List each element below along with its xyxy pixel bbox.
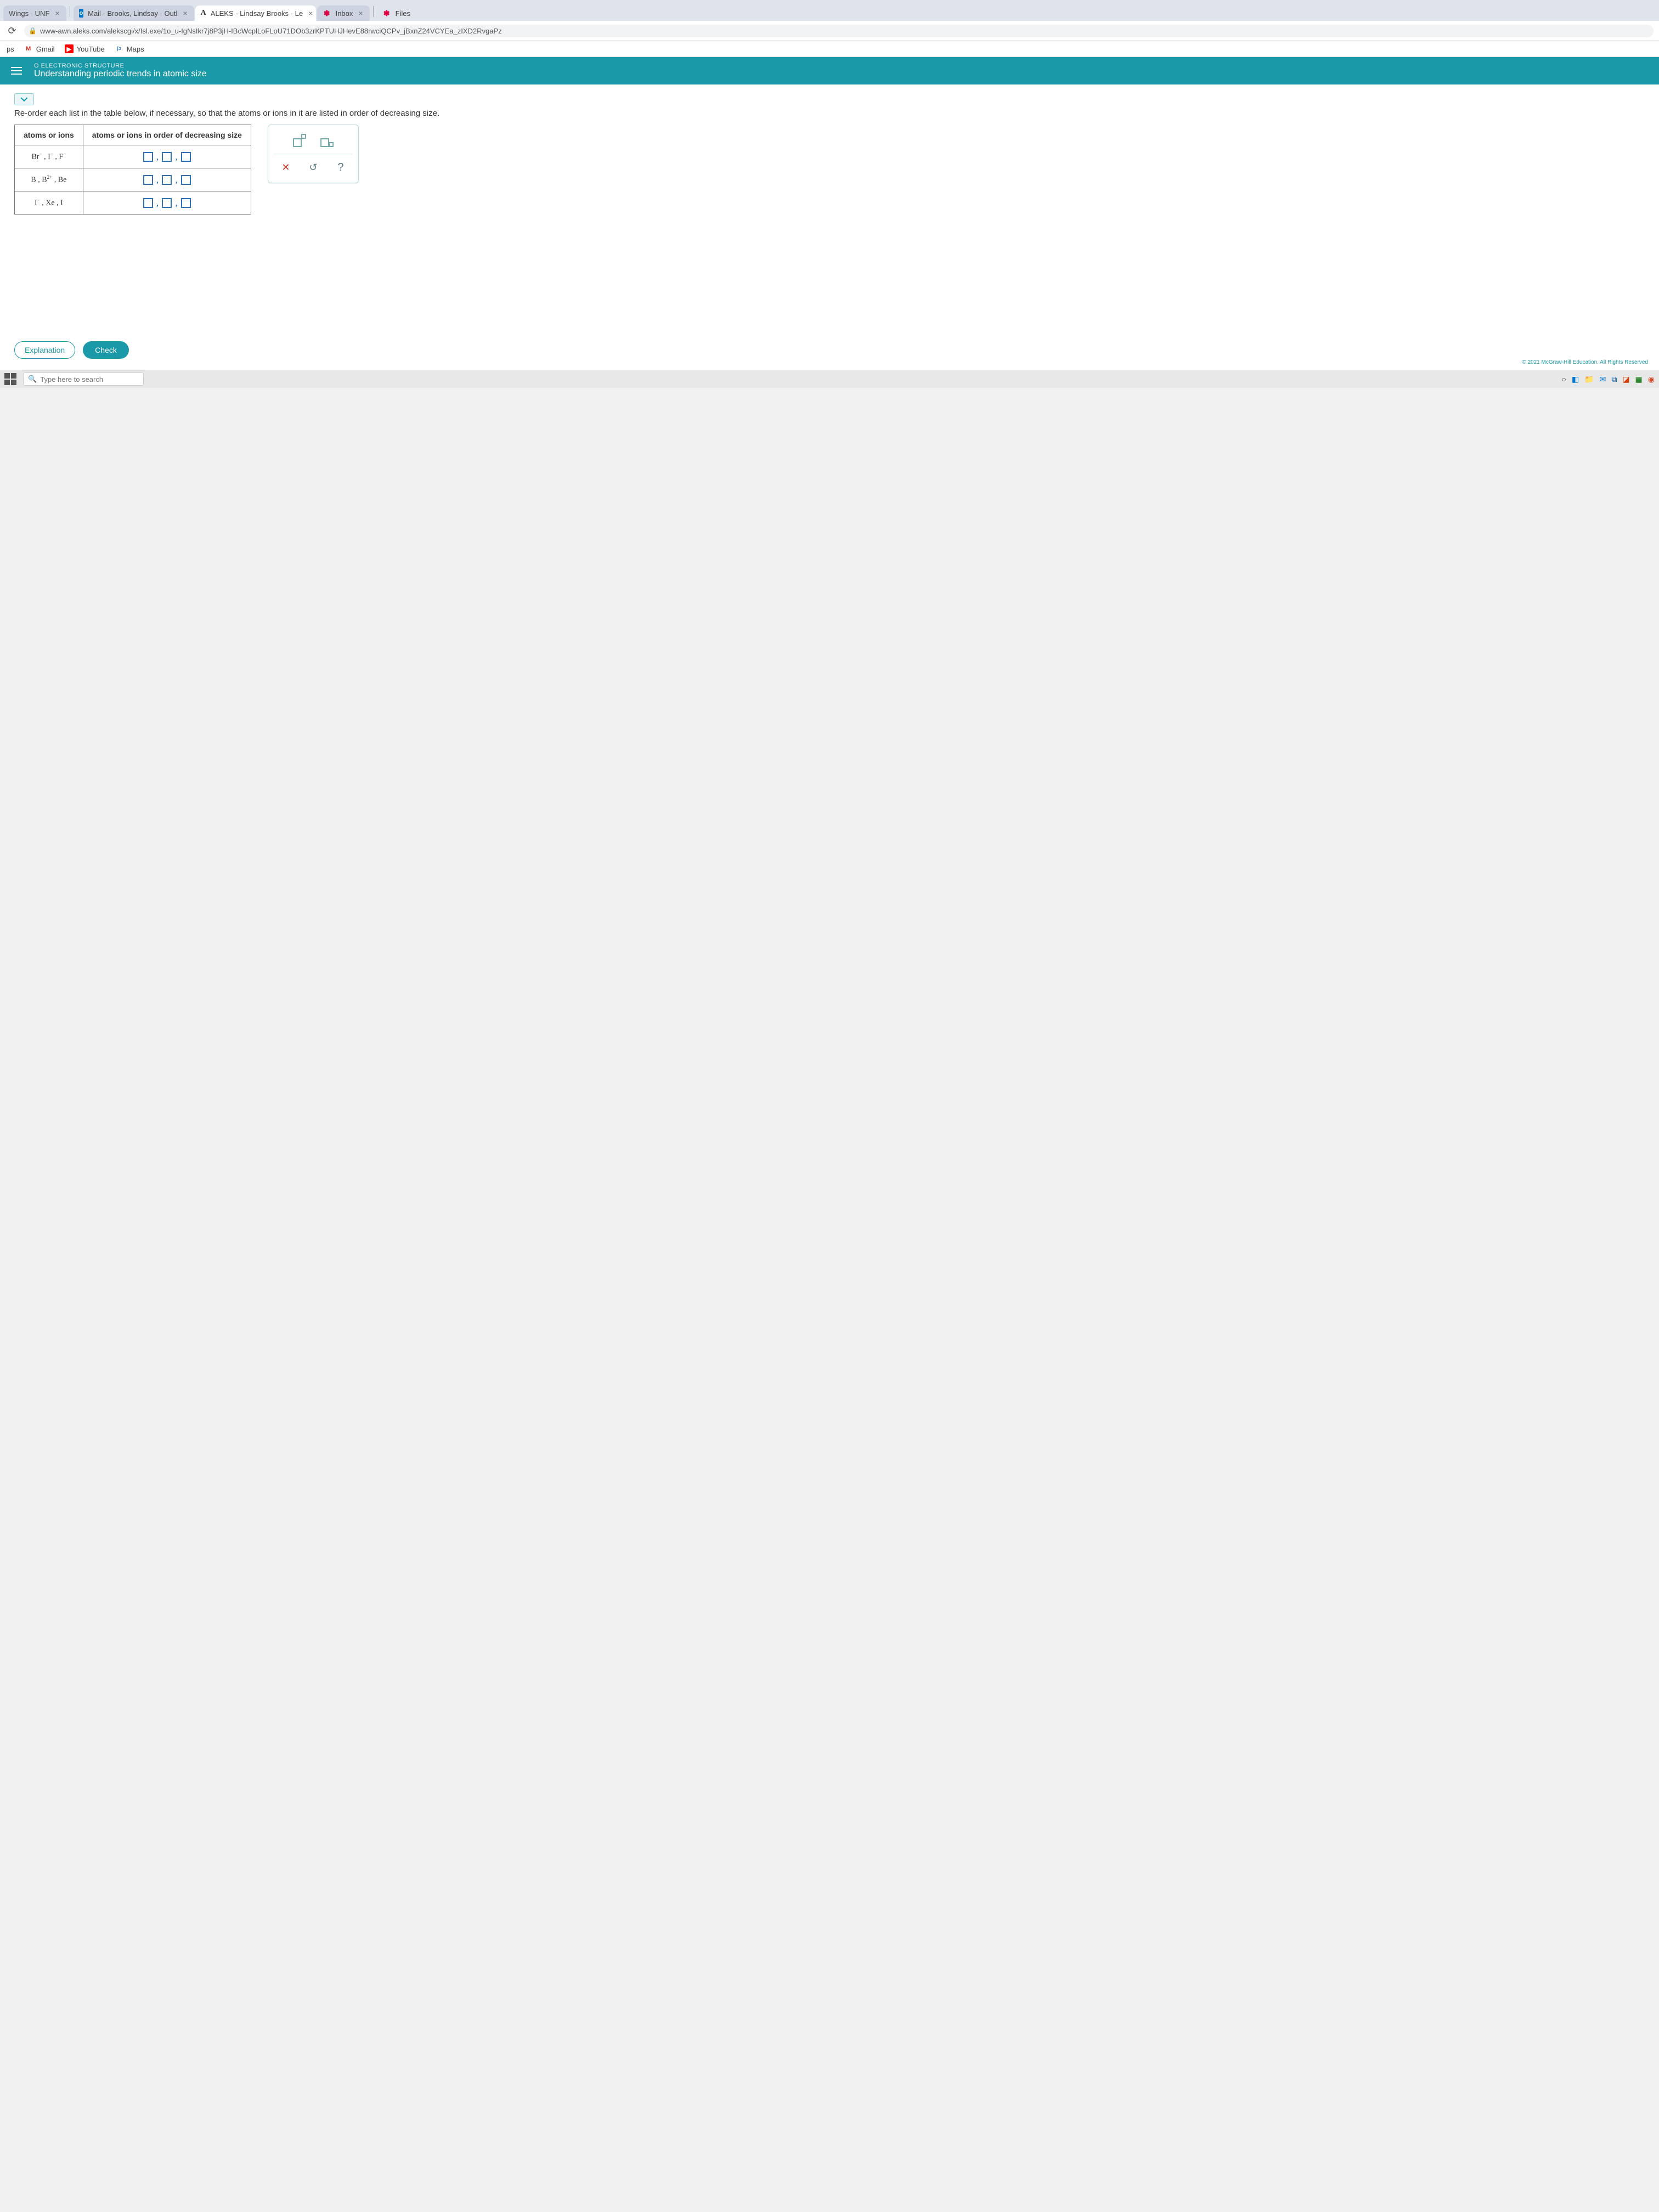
- tray-icon[interactable]: 📁: [1584, 375, 1594, 384]
- tab-strip: Wings - UNF × o Mail - Brooks, Lindsay -…: [0, 0, 1659, 21]
- answer-slot[interactable]: [181, 198, 191, 208]
- instruction-text: Re-order each list in the table below, i…: [14, 109, 1645, 118]
- address-bar: ⟳ 🔒 www-awn.aleks.com/alekscgi/x/Isl.exe…: [0, 21, 1659, 41]
- col-header-atoms: atoms or ions: [15, 125, 83, 145]
- maps-icon: ⚐: [115, 44, 123, 53]
- bookmark-apps[interactable]: ps: [7, 45, 14, 53]
- tray-icon[interactable]: ◉: [1648, 375, 1655, 384]
- bookmarks-bar: ps M Gmail ▶ YouTube ⚐ Maps: [0, 41, 1659, 57]
- files-icon: ✽: [382, 9, 391, 18]
- tab-inbox[interactable]: ✽ Inbox ×: [317, 5, 370, 21]
- url-box[interactable]: 🔒 www-awn.aleks.com/alekscgi/x/Isl.exe/1…: [24, 25, 1654, 37]
- table-row: I− , Xe , I , ,: [15, 191, 251, 215]
- answer-slot[interactable]: [162, 198, 172, 208]
- answer-cell[interactable]: , ,: [83, 168, 251, 191]
- tray-icon[interactable]: ◧: [1572, 375, 1579, 384]
- subscript-tool[interactable]: [319, 133, 335, 148]
- table-row: B , B2+ , Be , ,: [15, 168, 251, 191]
- windows-taskbar: 🔍 Type here to search ○ ◧ 📁 ✉ ⧉ ◪ ▦ ◉: [0, 370, 1659, 388]
- taskbar-search[interactable]: 🔍 Type here to search: [23, 373, 144, 386]
- atoms-table: atoms or ions atoms or ions in order of …: [14, 125, 251, 215]
- tab-label: ALEKS - Lindsay Brooks - Le: [211, 9, 303, 18]
- close-icon[interactable]: ×: [307, 9, 314, 18]
- answer-slot[interactable]: [143, 175, 153, 185]
- tab-mail[interactable]: o Mail - Brooks, Lindsay - Outl ×: [74, 5, 194, 21]
- answer-slot[interactable]: [162, 152, 172, 162]
- menu-button[interactable]: [9, 65, 24, 77]
- tab-label: Inbox: [336, 9, 353, 18]
- explanation-button[interactable]: Explanation: [14, 341, 75, 359]
- answer-slot[interactable]: [181, 152, 191, 162]
- tray-icon[interactable]: ⧉: [1611, 375, 1617, 384]
- bookmark-youtube[interactable]: ▶ YouTube: [65, 44, 105, 53]
- bookmark-gmail[interactable]: M Gmail: [24, 44, 55, 53]
- header-text: O ELECTRONIC STRUCTURE Understanding per…: [34, 63, 207, 79]
- tray-icon[interactable]: ◪: [1622, 375, 1629, 384]
- superscript-tool[interactable]: [292, 133, 307, 148]
- check-button[interactable]: Check: [83, 341, 129, 359]
- aleks-header: O ELECTRONIC STRUCTURE Understanding per…: [0, 57, 1659, 84]
- tab-label: Files: [396, 9, 410, 18]
- atoms-cell: B , B2+ , Be: [15, 168, 83, 191]
- gmail-icon: M: [24, 44, 33, 53]
- tray-icon[interactable]: ▦: [1635, 375, 1643, 384]
- copyright-text: © 2021 McGraw-Hill Education. All Rights…: [1519, 358, 1651, 366]
- system-tray: ○ ◧ 📁 ✉ ⧉ ◪ ▦ ◉: [1561, 375, 1655, 384]
- reset-button[interactable]: ↺: [306, 160, 321, 175]
- answer-cell[interactable]: , ,: [83, 191, 251, 215]
- inbox-icon: ✽: [323, 9, 331, 18]
- tray-icon[interactable]: ○: [1561, 375, 1566, 383]
- reload-button[interactable]: ⟳: [5, 24, 19, 37]
- url-text: www-awn.aleks.com/alekscgi/x/Isl.exe/1o_…: [40, 27, 502, 35]
- answer-slot[interactable]: [143, 198, 153, 208]
- tab-aleks[interactable]: A ALEKS - Lindsay Brooks - Le ×: [195, 5, 316, 21]
- bookmark-maps[interactable]: ⚐ Maps: [115, 44, 144, 53]
- lock-icon: 🔒: [29, 27, 37, 35]
- header-title: Understanding periodic trends in atomic …: [34, 69, 207, 79]
- youtube-icon: ▶: [65, 44, 74, 53]
- chevron-down-icon: [20, 95, 28, 103]
- tab-wings-unf[interactable]: Wings - UNF ×: [3, 5, 66, 21]
- search-placeholder: Type here to search: [40, 375, 103, 383]
- close-icon[interactable]: ×: [54, 9, 60, 18]
- clear-button[interactable]: ✕: [278, 160, 294, 175]
- start-button[interactable]: [4, 373, 16, 385]
- answer-slot[interactable]: [162, 175, 172, 185]
- footer-buttons: Explanation Check: [14, 341, 129, 359]
- tab-label: Wings - UNF: [9, 9, 49, 18]
- toolbox: ✕ ↺ ?: [268, 125, 359, 183]
- atoms-cell: I− , Xe , I: [15, 191, 83, 215]
- browser-chrome: Wings - UNF × o Mail - Brooks, Lindsay -…: [0, 0, 1659, 57]
- close-icon[interactable]: ×: [182, 9, 188, 18]
- outlook-icon: o: [79, 9, 84, 18]
- table-row: Br− , I− , F− , ,: [15, 145, 251, 168]
- search-icon: 🔍: [28, 375, 37, 383]
- aleks-icon: A: [201, 9, 206, 18]
- content-area: Re-order each list in the table below, i…: [0, 84, 1659, 370]
- answer-slot[interactable]: [143, 152, 153, 162]
- header-eyebrow: O ELECTRONIC STRUCTURE: [34, 63, 207, 69]
- help-button[interactable]: ?: [333, 160, 348, 175]
- tray-icon[interactable]: ✉: [1600, 375, 1606, 384]
- answer-cell[interactable]: , ,: [83, 145, 251, 168]
- atoms-cell: Br− , I− , F−: [15, 145, 83, 168]
- collapse-toggle[interactable]: [14, 93, 34, 105]
- close-icon[interactable]: ×: [357, 9, 364, 18]
- tab-label: Mail - Brooks, Lindsay - Outl: [88, 9, 177, 18]
- tab-files[interactable]: ✽ Files: [377, 5, 416, 21]
- answer-slot[interactable]: [181, 175, 191, 185]
- col-header-order: atoms or ions in order of decreasing siz…: [83, 125, 251, 145]
